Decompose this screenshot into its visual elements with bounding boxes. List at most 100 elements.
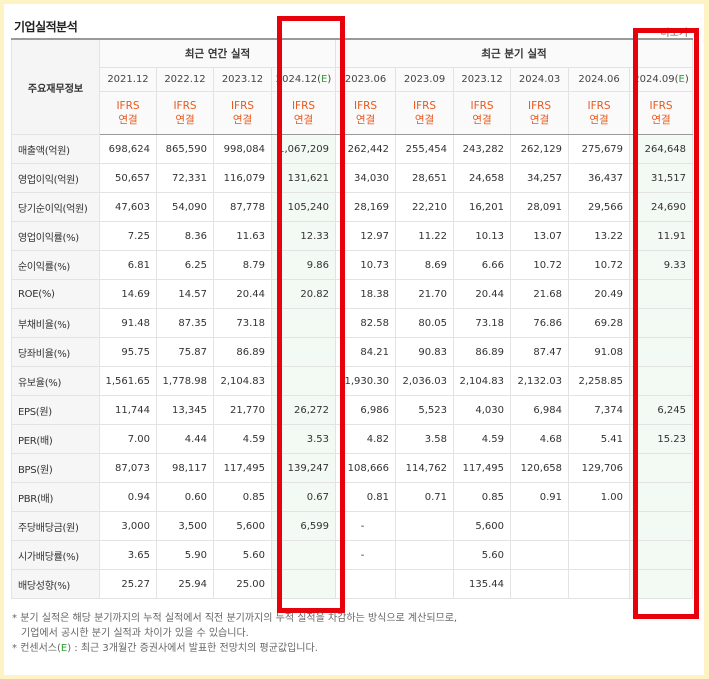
table-cell: 10.72 (568, 250, 631, 280)
table-cell: 8.36 (156, 221, 214, 251)
table-cell: 6,245 (629, 395, 694, 425)
table-cell: 8.69 (395, 250, 455, 280)
table-cell: 4.68 (510, 424, 570, 454)
table-cell: 4.59 (213, 424, 272, 454)
table-cell: 13.07 (510, 221, 570, 251)
table-cell: 116,079 (213, 163, 272, 193)
table-cell: 84.21 (335, 337, 397, 367)
table-cell: 73.18 (213, 308, 272, 338)
table-cell: 135.44 (453, 569, 512, 599)
table-cell: 3.65 (99, 540, 157, 570)
table-cell (395, 540, 455, 570)
table-cell: 5.60 (213, 540, 272, 570)
row-label: ROE(%) (11, 279, 100, 309)
row-label: 순이익률(%) (11, 250, 100, 280)
table-cell: 120,658 (510, 453, 570, 483)
row-label: EPS(원) (11, 395, 100, 425)
table-cell (510, 511, 570, 541)
row-label: 당좌비율(%) (11, 337, 100, 367)
table-cell: 54,090 (156, 192, 214, 222)
table-cell: 117,495 (213, 453, 272, 483)
financial-table: 주요재무정보 최근 연간 실적 최근 분기 실적 2021.12 2022.12 2… (11, 38, 694, 599)
table-row: ROE(%) 14.69 14.57 20.44 20.82 18.38 21.70 20.4… (11, 279, 694, 309)
more-link[interactable]: 더보기 (660, 28, 688, 39)
table-row: 시가배당률(%) 3.65 5.90 5.60-5.60 (11, 540, 694, 570)
table-cell: 11.91 (629, 221, 694, 251)
highlight-quarter-estimate (633, 28, 699, 619)
table-cell: 2,104.83 (453, 366, 512, 396)
period-header: 2024.03 (510, 67, 570, 92)
note-1: * 분기 실적은 해당 분기까지의 누적 실적에서 직전 분기까지의 누적 실적… (12, 613, 458, 624)
table-cell: 91.48 (99, 308, 157, 338)
row-label: PER(배) (11, 424, 100, 454)
table-cell: 0.60 (156, 482, 214, 512)
table-cell: 3.58 (395, 424, 455, 454)
table-row: 영업이익률(%) 7.25 8.36 11.63 12.33 12.97 11.22 10.1… (11, 221, 694, 251)
row-label: 유보율(%) (11, 366, 100, 396)
table-cell: 2,036.03 (395, 366, 455, 396)
table-cell: 25.00 (213, 569, 272, 599)
table-cell: 16,201 (453, 192, 512, 222)
table-cell: 15.23 (629, 424, 694, 454)
ifrs-label: IFRS 연결 (510, 91, 570, 135)
row-label: PBR(배) (11, 482, 100, 512)
table-cell: 21.68 (510, 279, 570, 309)
table-cell: 50,657 (99, 163, 157, 193)
table-cell: 69.28 (568, 308, 631, 338)
annual-header: 최근 연간 실적 (98, 38, 337, 68)
table-cell: 80.05 (395, 308, 455, 338)
table-row: 당기순이익(억원) 47,603 54,090 87,778 105,240 28,169… (11, 192, 694, 222)
table-cell: 129,706 (568, 453, 631, 483)
section-title: 기업실적분석 (14, 20, 78, 34)
table-row: 당좌비율(%) 95.75 75.87 86.89 84.21 90.83 86.89 87.… (11, 337, 694, 367)
table-cell: 13,345 (156, 395, 214, 425)
period-header: 2024.06 (568, 67, 631, 92)
table-cell (568, 511, 631, 541)
table-cell: 91.08 (568, 337, 631, 367)
table-cell: 86.89 (453, 337, 512, 367)
table-cell: 6.66 (453, 250, 512, 280)
row-label: 시가배당률(%) (11, 540, 100, 570)
table-cell (395, 511, 455, 541)
table-cell: 5.90 (156, 540, 214, 570)
table-cell: 698,624 (99, 134, 157, 164)
table-cell (510, 569, 570, 599)
table-row: BPS(원) 87,073 98,117 117,495 139,247 108,666 1… (11, 453, 694, 483)
period-header: 2024.09(E) (629, 67, 694, 92)
row-label: 영업이익(억원) (11, 163, 100, 193)
period-header: 2021.12 (99, 67, 157, 92)
period-row: 2021.12 2022.12 2023.12 2024.12(E) 2023.06 20… (12, 67, 694, 92)
table-cell: 20.44 (213, 279, 272, 309)
table-cell: 4,030 (453, 395, 512, 425)
row-label: 당기순이익(억원) (11, 192, 100, 222)
table-cell: 98,117 (156, 453, 214, 483)
table-cell: 36,437 (568, 163, 631, 193)
table-cell: 87.35 (156, 308, 214, 338)
table-cell: 20.49 (568, 279, 631, 309)
table-cell: 73.18 (453, 308, 512, 338)
table-cell: 0.85 (453, 482, 512, 512)
table-cell: 6,984 (510, 395, 570, 425)
table-cell: 0.91 (510, 482, 570, 512)
table-cell: 1.00 (568, 482, 631, 512)
table-cell: 28,091 (510, 192, 570, 222)
period-header: 2023.12 (213, 67, 272, 92)
table-cell: 2,132.03 (510, 366, 570, 396)
table-cell: 1,778.98 (156, 366, 214, 396)
table-cell (629, 366, 694, 396)
table-row: 주당배당금(원) 3,000 3,500 5,600 6,599-5,600 (11, 511, 694, 541)
table-cell: 1,561.65 (99, 366, 157, 396)
table-cell: 6.81 (99, 250, 157, 280)
table-cell: 34,030 (335, 163, 397, 193)
table-cell: 0.81 (335, 482, 397, 512)
table-cell (395, 569, 455, 599)
table-cell (510, 540, 570, 570)
table-cell: 86.89 (213, 337, 272, 367)
table-cell: 0.85 (213, 482, 272, 512)
table-cell: 0.67 (270, 482, 337, 512)
ifrs-label: IFRS 연결 (395, 91, 455, 135)
table-row: 영업이익(억원) 50,657 72,331 116,079 131,621 34,030… (11, 163, 694, 193)
period-header: 2023.06 (335, 67, 397, 92)
table-cell (629, 482, 694, 512)
table-cell: 95.75 (99, 337, 157, 367)
